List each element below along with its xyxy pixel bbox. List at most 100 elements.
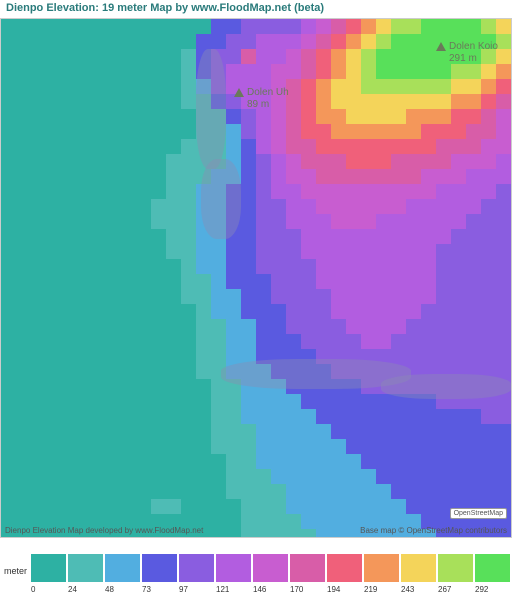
elevation-cell	[376, 334, 391, 349]
elevation-cell	[331, 34, 346, 49]
elevation-cell	[496, 124, 511, 139]
elevation-cell	[301, 304, 316, 319]
elevation-cell	[271, 49, 286, 64]
elevation-cell	[376, 139, 391, 154]
elevation-cell	[316, 34, 331, 49]
elevation-cell	[391, 349, 406, 364]
elevation-cell	[331, 409, 346, 424]
elevation-cell	[361, 199, 376, 214]
peak-marker-icon	[436, 42, 446, 51]
elevation-cell	[436, 139, 451, 154]
elevation-cell	[166, 244, 181, 259]
elevation-cell	[481, 214, 496, 229]
elevation-cell	[226, 139, 241, 154]
legend-swatch: 267	[438, 554, 473, 582]
legend-tick: 194	[327, 585, 340, 594]
elevation-cell	[496, 229, 511, 244]
elevation-cell	[286, 319, 301, 334]
legend: meter 024487397121146170194219243267292	[0, 538, 512, 582]
elevation-cell	[316, 334, 331, 349]
elevation-cell	[211, 34, 226, 49]
elevation-cell	[331, 334, 346, 349]
elevation-cell	[166, 214, 181, 229]
elevation-cell	[271, 19, 286, 34]
elevation-cell	[196, 244, 211, 259]
elevation-cell	[421, 49, 436, 64]
elevation-cell	[391, 289, 406, 304]
elevation-cell	[211, 304, 226, 319]
elevation-cell	[211, 259, 226, 274]
elevation-cell	[211, 424, 226, 439]
elevation-cell	[451, 184, 466, 199]
elevation-cell	[436, 94, 451, 109]
elevation-cell	[496, 19, 511, 34]
elevation-cell	[346, 214, 361, 229]
elevation-cell	[376, 64, 391, 79]
elevation-cell	[391, 34, 406, 49]
elevation-cell	[361, 229, 376, 244]
elevation-cell	[391, 19, 406, 34]
elevation-cell	[481, 199, 496, 214]
elevation-cell	[166, 499, 181, 514]
elevation-cell	[301, 439, 316, 454]
elevation-cell	[331, 79, 346, 94]
elevation-cell	[481, 454, 496, 469]
elevation-cell	[271, 214, 286, 229]
elevation-cell	[346, 499, 361, 514]
elevation-cell	[346, 394, 361, 409]
elevation-cell	[166, 184, 181, 199]
elevation-cell	[256, 409, 271, 424]
elevation-cell	[481, 244, 496, 259]
elevation-cell	[301, 274, 316, 289]
elevation-cell	[451, 469, 466, 484]
elevation-cell	[256, 439, 271, 454]
elevation-cell	[241, 454, 256, 469]
elevation-cell	[421, 484, 436, 499]
elevation-cell	[286, 529, 301, 538]
elevation-cell	[241, 334, 256, 349]
elevation-cell	[226, 304, 241, 319]
elevation-cell	[286, 214, 301, 229]
elevation-cell	[256, 529, 271, 538]
elevation-cell	[331, 229, 346, 244]
elevation-cell	[241, 229, 256, 244]
elevation-cell	[376, 409, 391, 424]
elevation-cell	[406, 484, 421, 499]
elevation-cell	[451, 169, 466, 184]
elevation-cell	[391, 229, 406, 244]
elevation-cell	[301, 529, 316, 538]
elevation-cell	[241, 439, 256, 454]
elevation-cell	[466, 469, 481, 484]
elevation-cell	[481, 154, 496, 169]
elevation-cell	[361, 469, 376, 484]
place-name-label: Dolen Koio	[449, 41, 498, 52]
elevation-cell	[241, 184, 256, 199]
elevation-cell	[391, 124, 406, 139]
elevation-cell	[361, 424, 376, 439]
elevation-cell	[316, 499, 331, 514]
elevation-cell	[421, 334, 436, 349]
elevation-cell	[361, 94, 376, 109]
elevation-cell	[466, 409, 481, 424]
elevation-cell	[391, 94, 406, 109]
elevation-cell	[436, 454, 451, 469]
elevation-cell	[241, 169, 256, 184]
elevation-cell	[271, 124, 286, 139]
elevation-cell	[256, 334, 271, 349]
elevation-cell	[466, 229, 481, 244]
elevation-cell	[346, 19, 361, 34]
elevation-cell	[301, 394, 316, 409]
elevation-cell	[316, 304, 331, 319]
elevation-cell	[196, 319, 211, 334]
elevation-cell	[361, 334, 376, 349]
elevation-cell	[286, 139, 301, 154]
elevation-cell	[421, 409, 436, 424]
elevation-cell	[466, 124, 481, 139]
elevation-cell	[406, 274, 421, 289]
elevation-cell	[286, 64, 301, 79]
elevation-cell	[466, 334, 481, 349]
legend-tick: 170	[290, 585, 303, 594]
elevation-cell	[436, 229, 451, 244]
elevation-cell	[391, 64, 406, 79]
elevation-cell	[331, 469, 346, 484]
